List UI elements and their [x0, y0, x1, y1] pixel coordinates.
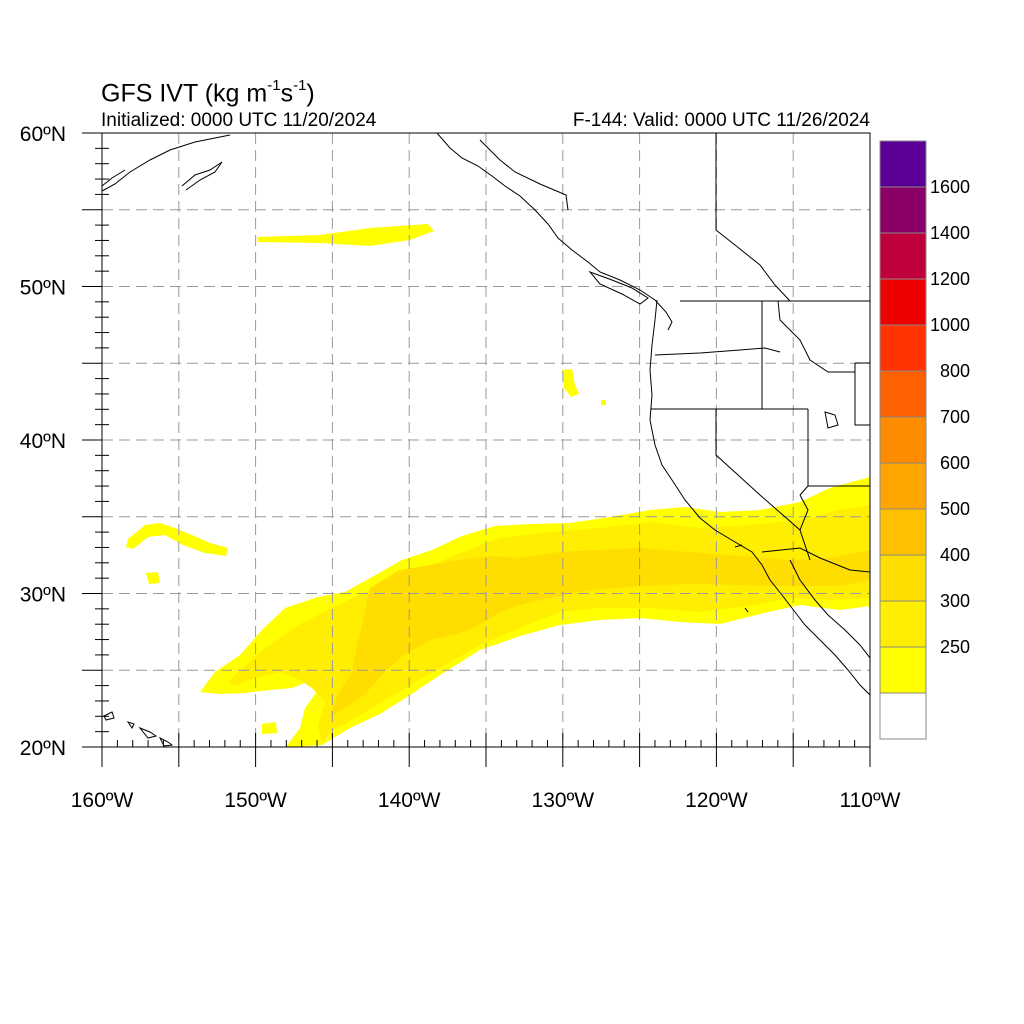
border-nevada-east	[799, 409, 809, 496]
alaska-border	[479, 139, 569, 211]
lat-label: 60ºN	[20, 123, 66, 146]
lat-lon-grid	[102, 133, 870, 747]
colorbar-label: 400	[940, 545, 970, 565]
alaska-peninsula	[102, 134, 231, 192]
colorbar: 250 300 400 500 600 700 800 1000 1200 1400 1600	[879, 140, 970, 740]
ivt-blob-43n	[562, 369, 579, 397]
ivt-blob-hawaii-small	[146, 572, 160, 584]
colorado-river	[799, 494, 811, 561]
ivt-shading	[126, 224, 870, 747]
lon-label: 140ºW	[378, 789, 441, 812]
gulf-of-california	[789, 559, 870, 659]
colorbar-swatch	[879, 416, 927, 464]
border-wy	[854, 362, 870, 426]
colorbar-swatch	[879, 600, 927, 648]
us-west-coast	[649, 299, 870, 696]
lat-labels: 60ºN 50ºN 40ºN 30ºN 20ºN	[20, 123, 66, 760]
lon-label: 110ºW	[840, 789, 901, 812]
colorbar-label: 1600	[930, 177, 970, 197]
colorbar-swatch	[879, 186, 927, 234]
colorbar-swatch	[879, 370, 927, 418]
lon-label: 150ºW	[224, 789, 287, 812]
colorbar-swatch	[879, 508, 927, 556]
valid-time: F-144: Valid: 0000 UTC 11/26/2024	[572, 110, 870, 131]
colorbar-label: 500	[940, 499, 970, 519]
border-wa-or	[654, 347, 781, 356]
lat-label: 30ºN	[20, 584, 66, 607]
lat-label: 50ºN	[20, 277, 66, 300]
border-idaho-montana	[777, 300, 855, 373]
colorbar-swatch	[879, 646, 927, 694]
lon-label: 130ºW	[532, 789, 595, 812]
initialized-time: Initialized: 0000 UTC 11/20/2024	[101, 110, 377, 131]
lake-tahoe	[715, 454, 720, 459]
border-nevada	[715, 409, 801, 531]
lon-labels: 160ºW 150ºW 140ºW 130ºW 120ºW 110ºW	[71, 789, 901, 812]
border-mexico	[761, 547, 870, 573]
ivt-river-250-bit	[262, 722, 277, 734]
colorbar-swatch	[879, 462, 927, 510]
colorbar-swatch	[879, 232, 927, 280]
hawaii-islands	[103, 711, 174, 747]
colorbar-swatch	[879, 692, 927, 740]
colorbar-swatch	[879, 140, 927, 188]
ivt-blob-hawaii-north	[126, 523, 228, 556]
axis-ticks	[82, 132, 871, 767]
map-title: GFS IVT (kg m-1s-1)	[101, 77, 315, 108]
vancouver-island	[588, 270, 649, 305]
colorbar-swatch	[879, 554, 927, 602]
lon-label: 160ºW	[71, 789, 134, 812]
colorbar-label: 1000	[930, 315, 970, 335]
lat-label: 20ºN	[20, 737, 66, 760]
lon-label: 120ºW	[685, 789, 748, 812]
colorbar-label: 1200	[930, 269, 970, 289]
colorbar-swatch	[879, 278, 927, 326]
ivt-plume-north	[257, 224, 434, 246]
colorbar-swatch	[879, 324, 927, 372]
colorbar-label: 1400	[930, 223, 970, 243]
border-bc-alberta	[715, 133, 791, 302]
colorbar-label: 600	[940, 453, 970, 473]
lat-label: 40ºN	[20, 430, 66, 453]
bc-coast	[436, 133, 673, 331]
colorbar-label: 700	[940, 407, 970, 427]
coastlines	[102, 133, 870, 747]
ivt-speck	[601, 400, 606, 405]
colorbar-label: 250	[940, 637, 970, 657]
colorbar-label: 800	[940, 361, 970, 381]
great-salt-lake	[824, 411, 839, 429]
colorbar-label: 300	[940, 591, 970, 611]
ivt-river-400	[330, 548, 870, 716]
channel-islands	[734, 544, 749, 613]
